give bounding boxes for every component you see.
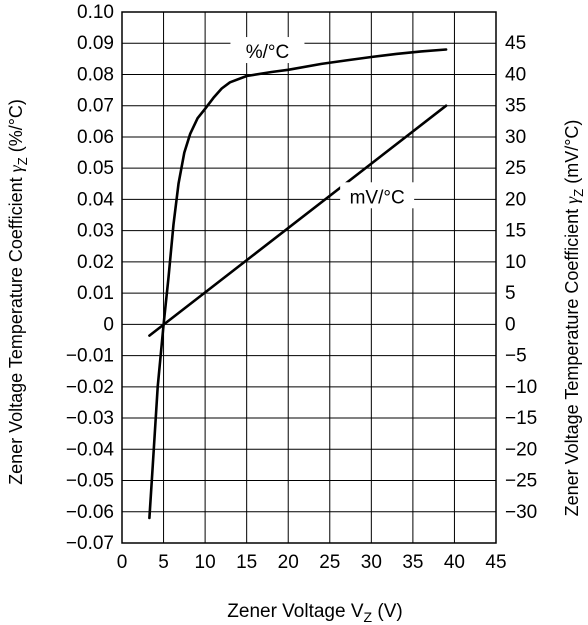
y-left-tick-label: −0.01 xyxy=(66,346,114,367)
y-right-tick-label: −25 xyxy=(505,471,537,492)
y-right-tick-label: 45 xyxy=(505,33,526,54)
x-axis-title: Zener Voltage VZ (V) xyxy=(227,601,402,625)
y-right-tick-label: −10 xyxy=(505,377,537,398)
y-right-tick-label: 5 xyxy=(505,283,516,304)
y-left-tick-label: 0.04 xyxy=(77,189,114,210)
y-left-tick-label: 0.10 xyxy=(77,2,114,23)
y-left-tick-label: 0.07 xyxy=(77,96,114,117)
series-label-bg xyxy=(230,37,305,64)
y-left-tick-label: −0.02 xyxy=(66,377,114,398)
y-left-tick-label: 0.01 xyxy=(77,283,114,304)
y-right-tick-label: 40 xyxy=(505,64,526,85)
y-left-tick-label: 0.05 xyxy=(77,158,114,179)
x-tick-label: 25 xyxy=(319,552,340,573)
series-line-percent-per-c xyxy=(148,48,448,520)
grid-lines xyxy=(121,11,497,544)
series-label-bg xyxy=(340,182,415,209)
y-left-tick-label: −0.03 xyxy=(66,408,114,429)
series-label-mv-per-c: mV/°C xyxy=(350,187,405,208)
x-tick-label: 40 xyxy=(444,552,465,573)
y-left-tick-label: −0.05 xyxy=(66,471,114,492)
x-tick-label: 5 xyxy=(158,552,169,573)
x-tick-label: 30 xyxy=(361,552,382,573)
y-right-tick-label: −30 xyxy=(505,502,537,523)
y-right-tick-label: −20 xyxy=(505,439,537,460)
series-labels: %/°C mV/°C xyxy=(230,37,415,209)
y-right-tick-label: 20 xyxy=(505,189,526,210)
x-tick-label: 35 xyxy=(402,552,423,573)
series-line-mv-per-c xyxy=(148,104,448,337)
y-right-tick-label: 15 xyxy=(505,221,526,242)
x-tick-label: 20 xyxy=(278,552,299,573)
y-right-tick-label: 0 xyxy=(505,314,516,335)
y-right-tick-label: 35 xyxy=(505,96,526,117)
y-left-axis-title: Zener Voltage Temperature Coefficient γZ… xyxy=(6,99,30,485)
series-lines xyxy=(148,48,448,520)
y-left-tick-label: 0.08 xyxy=(77,64,114,85)
y-left-tick-label: 0.02 xyxy=(77,252,114,273)
y-right-axis-title: Zener Voltage Temperature Coefficient γZ… xyxy=(562,120,586,517)
x-tick-label: 15 xyxy=(236,552,257,573)
x-tick-labels: 0 5 10 15 20 25 30 35 40 45 xyxy=(117,552,507,573)
y-right-tick-labels: −30 −25 −20 −15 −10 −5 0 5 10 15 20 25 30 35 40 45 xyxy=(505,33,537,523)
y-left-tick-label: 0.06 xyxy=(77,127,114,148)
y-right-tick-label: 25 xyxy=(505,158,526,179)
y-left-tick-label: 0.03 xyxy=(77,221,114,242)
y-left-tick-label: 0 xyxy=(103,314,114,335)
y-right-tick-label: −15 xyxy=(505,408,537,429)
y-right-tick-label: 30 xyxy=(505,127,526,148)
y-right-tick-label: −5 xyxy=(505,346,527,367)
plot-frame xyxy=(121,11,497,544)
y-left-tick-labels: −0.07 −0.06 −0.05 −0.04 −0.03 −0.02 −0.01 0 0.01… xyxy=(66,2,115,554)
y-left-tick-label: 0.09 xyxy=(77,33,114,54)
y-left-tick-label: −0.04 xyxy=(66,439,115,460)
x-tick-label: 0 xyxy=(117,552,128,573)
y-right-tick-label: 10 xyxy=(505,252,526,273)
y-left-tick-label: −0.07 xyxy=(66,533,114,554)
y-left-tick-label: −0.06 xyxy=(66,502,114,523)
series-label-percent-per-c: %/°C xyxy=(246,42,290,63)
x-tick-label: 10 xyxy=(195,552,216,573)
x-tick-label: 45 xyxy=(485,552,506,573)
